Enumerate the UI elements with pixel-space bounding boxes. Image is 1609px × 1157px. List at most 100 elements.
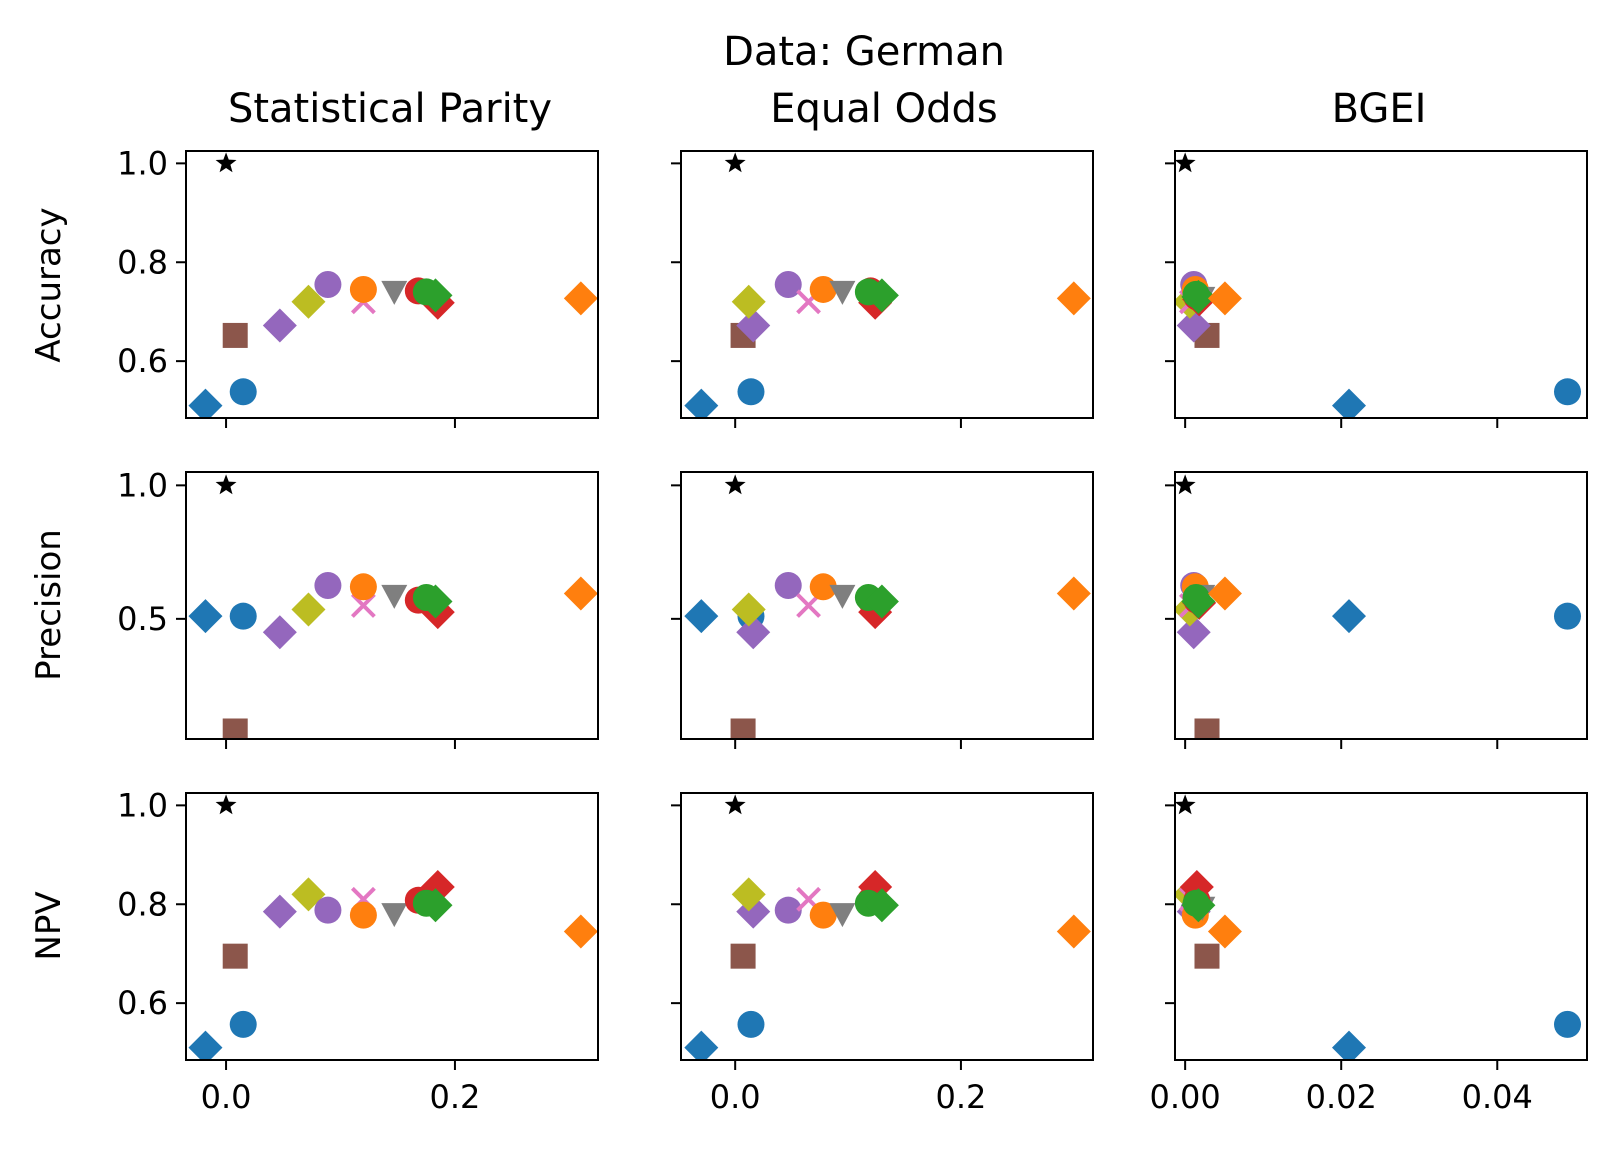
column-title-bgei: BGEI	[1332, 86, 1427, 132]
point-blue-circle	[229, 602, 257, 630]
x-tick-label: 0.02	[1306, 1078, 1377, 1116]
point-brown-square	[730, 718, 756, 739]
panel-r1-c2-points	[1175, 474, 1581, 739]
panel-r1-c1	[671, 471, 1094, 749]
panel-r1-c1-points	[684, 474, 1091, 739]
point-purple-circle	[314, 896, 342, 924]
axes-frame	[1174, 792, 1588, 1061]
panel-r2-c2: 0.00 0.02 0.04	[1150, 792, 1588, 1116]
panel-r2-c2-points	[1175, 794, 1581, 1060]
x-tick-label: 0.04	[1462, 1078, 1533, 1116]
point-purple-diamond	[262, 615, 297, 650]
point-blue-circle	[1553, 378, 1581, 406]
point-purple-diamond	[736, 615, 771, 650]
point-orange-diamond	[1056, 914, 1091, 949]
y-tick-label: 0.6	[117, 342, 168, 380]
column-title-statistical-parity: Statistical Parity	[228, 86, 552, 132]
point-orange-diamond	[1056, 576, 1091, 611]
point-black-star	[724, 474, 746, 495]
point-orange-diamond	[1207, 281, 1242, 316]
column-title-equal-odds: Equal Odds	[770, 86, 997, 132]
point-pink-x	[350, 593, 376, 618]
point-green-diamond	[864, 278, 899, 313]
point-brown-square	[222, 943, 248, 969]
point-olive-diamond	[291, 592, 326, 627]
point-black-star	[215, 474, 237, 495]
point-brown-square	[1194, 718, 1220, 739]
point-gray-triangle-down	[829, 903, 856, 928]
x-tick-label: 0.2	[935, 1078, 986, 1116]
point-blue-circle	[229, 378, 257, 406]
point-orange-diamond	[1207, 914, 1242, 949]
panel-r0-c2	[1165, 150, 1588, 428]
point-gray-triangle-down	[381, 903, 408, 928]
panel-r2-c0-points	[188, 794, 598, 1060]
point-orange-diamond	[1207, 576, 1242, 611]
axes-frame	[1174, 150, 1588, 419]
point-black-star	[1175, 794, 1196, 815]
y-tick-label: 0.6	[117, 984, 168, 1022]
axes-frame	[1174, 471, 1588, 740]
point-green-diamond	[1181, 279, 1216, 314]
point-green-diamond	[1181, 888, 1216, 923]
panel-r0-c1	[671, 150, 1094, 428]
point-olive-diamond	[731, 592, 766, 627]
row-label-npv: NPV	[29, 891, 69, 960]
row-label-accuracy: Accuracy	[29, 207, 69, 362]
point-blue-circle	[1553, 602, 1581, 630]
row-label-precision: Precision	[29, 529, 69, 681]
axes-frame	[185, 471, 599, 740]
point-orange-diamond	[563, 281, 598, 316]
point-purple-diamond	[736, 308, 771, 343]
point-blue-circle	[737, 1010, 765, 1038]
point-olive-diamond	[291, 284, 326, 319]
point-purple-circle	[314, 571, 342, 599]
point-green-diamond	[864, 584, 899, 619]
x-tick-label: 0.0	[710, 1078, 761, 1116]
panel-r1-c2	[1165, 471, 1588, 749]
panels-grid: 0.6 0.8 1.0 0.5 1.0 0.6 0.8 1.0 0.0 0.2 0.0 0.2 0.00…	[117, 144, 1588, 1116]
point-blue-diamond	[1332, 599, 1367, 634]
point-blue-circle	[229, 1010, 257, 1038]
panel-r0-c0-points	[188, 152, 598, 418]
point-olive-diamond	[731, 284, 766, 319]
x-tick-label: 0.0	[201, 1078, 252, 1116]
point-blue-diamond	[1332, 388, 1367, 418]
point-green-diamond	[1181, 584, 1216, 619]
point-orange-circle	[809, 275, 837, 303]
point-gray-triangle-down	[829, 280, 856, 305]
point-orange-diamond	[563, 576, 598, 611]
point-blue-diamond	[684, 1030, 719, 1060]
x-tick-label: 0.00	[1150, 1078, 1221, 1116]
panel-r1-c0: 0.5 1.0	[117, 466, 599, 749]
point-blue-diamond	[684, 599, 719, 634]
point-green-diamond	[418, 584, 453, 619]
point-green-diamond	[418, 278, 453, 313]
axes-frame	[185, 792, 599, 1061]
panel-r1-c0-points	[188, 474, 598, 739]
point-purple-diamond	[262, 308, 297, 343]
point-blue-circle	[1553, 1010, 1581, 1038]
point-black-star	[724, 794, 746, 815]
y-tick-label: 0.5	[117, 600, 168, 638]
y-tick-label: 1.0	[117, 144, 168, 182]
point-purple-circle	[774, 896, 802, 924]
point-green-diamond	[418, 888, 453, 923]
point-orange-circle	[349, 901, 377, 929]
point-gray-triangle-down	[381, 280, 408, 305]
point-blue-diamond	[188, 1030, 223, 1060]
axes-frame	[680, 150, 1094, 419]
point-orange-circle	[809, 901, 837, 929]
y-tick-label: 0.8	[117, 243, 168, 281]
point-orange-diamond	[563, 914, 598, 949]
axes-frame	[680, 792, 1094, 1061]
point-black-star	[215, 152, 237, 173]
point-gray-triangle-down	[381, 584, 408, 609]
point-black-star	[1175, 474, 1196, 495]
point-black-star	[215, 794, 237, 815]
point-blue-circle	[737, 378, 765, 406]
y-tick-label: 1.0	[117, 466, 168, 504]
axes-frame	[680, 471, 1094, 740]
panel-r0-c1-points	[684, 152, 1091, 418]
